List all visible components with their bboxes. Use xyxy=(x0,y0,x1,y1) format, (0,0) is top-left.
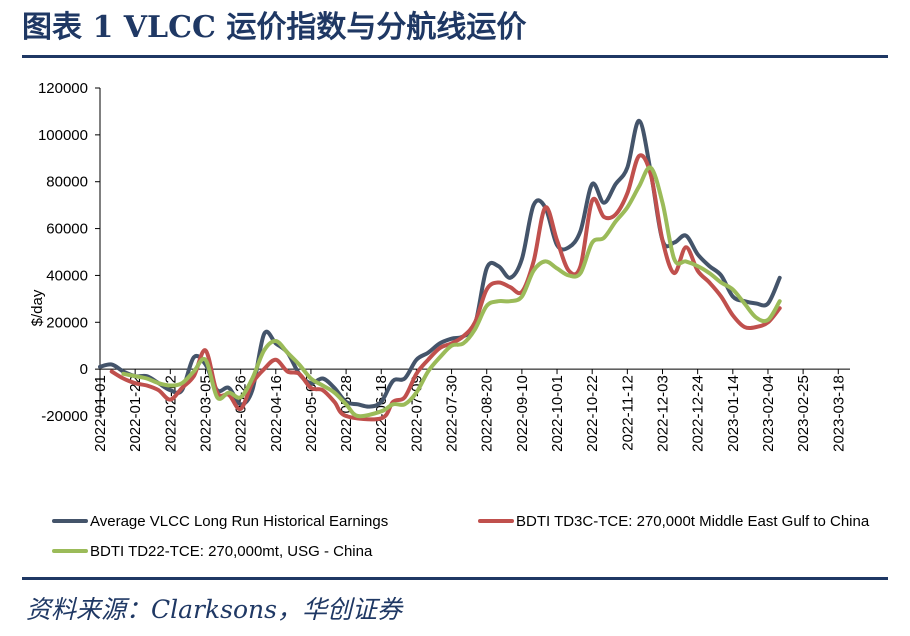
legend-label: BDTI TD3C-TCE: 270,000t Middle East Gulf… xyxy=(516,513,870,530)
y-tick-label: 100000 xyxy=(38,127,88,144)
x-tick-label: 2022-12-24 xyxy=(690,375,707,452)
x-tick-label: 2023-02-04 xyxy=(760,375,777,452)
y-tick-label: 80000 xyxy=(46,174,88,191)
y-tick-label: 120000 xyxy=(38,80,88,97)
x-tick-label: 2022-01-01 xyxy=(92,375,109,452)
series-layer xyxy=(98,118,782,422)
x-tick-label: 2022-09-10 xyxy=(514,375,531,452)
x-tick-label: 2023-02-25 xyxy=(795,375,812,452)
y-tick-label: 0 xyxy=(80,361,88,378)
x-tick-label: 2022-10-01 xyxy=(549,375,566,452)
axes: -20000 0 20000 40000 60000 80000 100000 120000 2… xyxy=(38,80,850,452)
x-tick-label: 2022-08-20 xyxy=(479,375,496,452)
figure-title: 图表 1 VLCC 运价指数与分航线运价 xyxy=(22,10,527,45)
x-tick-label: 2022-07-30 xyxy=(444,375,461,452)
x-tick-label: 2022-11-12 xyxy=(619,375,636,451)
legend-label: Average VLCC Long Run Historical Earning… xyxy=(90,513,388,530)
x-tick-label: 2022-05-07 xyxy=(303,375,320,452)
y-tick-label: 20000 xyxy=(46,314,88,331)
y-tick-label: 40000 xyxy=(46,267,88,284)
y-tick-label: 60000 xyxy=(46,221,88,238)
x-tick-label: 2022-10-22 xyxy=(584,375,601,452)
series-line-td22 xyxy=(121,165,782,419)
y-axis-label: $/day xyxy=(29,289,46,326)
x-tick-label: 2022-05-28 xyxy=(338,375,355,452)
y-tick-label: -20000 xyxy=(41,408,88,425)
line-chart: $/day -20000 0 20000 40000 60000 80000 100000 1… xyxy=(29,80,870,560)
x-tick-label: 2022-12-03 xyxy=(655,375,672,452)
x-tick-label: 2023-03-18 xyxy=(830,375,847,452)
legend-label: BDTI TD22-TCE: 270,000mt, USG - China xyxy=(90,543,373,560)
x-tick-label: 2022-04-16 xyxy=(268,375,285,452)
source-divider xyxy=(22,577,888,580)
series-line-td3c xyxy=(109,153,782,422)
source-note: 资料来源：Clarksons，华创证券 xyxy=(26,595,402,624)
x-tick-label: 2023-01-14 xyxy=(725,375,742,452)
x-tick-label: 2022-03-05 xyxy=(197,375,214,452)
title-divider xyxy=(22,55,888,58)
legend: Average VLCC Long Run Historical Earning… xyxy=(52,513,870,560)
x-tick-label: 2022-01-22 xyxy=(127,375,144,452)
